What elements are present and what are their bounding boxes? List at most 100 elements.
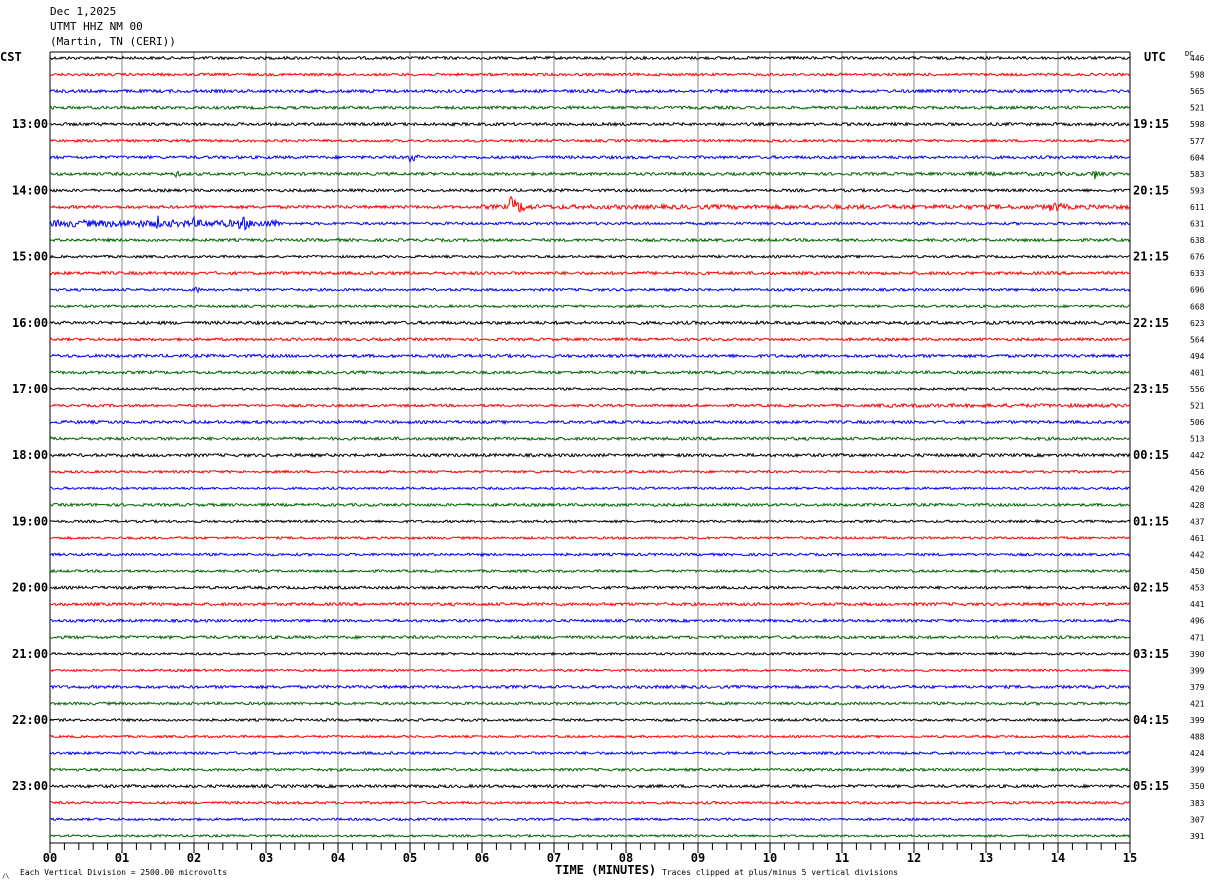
trace-28	[49, 518, 1131, 524]
station-location: (Martin, TN (CERI))	[50, 35, 176, 48]
station-code: UTMT HHZ NM 00	[50, 20, 143, 33]
dc-offset-value: 494	[1190, 352, 1205, 361]
x-tick-label: 12	[907, 851, 921, 865]
dc-offset-value: 521	[1190, 104, 1205, 113]
trace-14	[49, 286, 1131, 294]
x-tick-label: 09	[691, 851, 705, 865]
trace-5	[49, 138, 1131, 144]
cst-hour-label: 21:00	[12, 647, 48, 661]
x-axis-title: TIME (MINUTES)	[555, 863, 656, 877]
trace-27	[49, 502, 1131, 508]
chart-date: Dec 1,2025	[50, 5, 117, 18]
trace-23	[49, 435, 1131, 442]
x-tick-label: 03	[259, 851, 273, 865]
dc-offset-value: 521	[1190, 402, 1205, 411]
dc-offset-value: 442	[1190, 551, 1205, 560]
x-tick-label: 05	[403, 851, 417, 865]
dc-offset-value: 631	[1190, 220, 1205, 229]
dc-offset-value: 633	[1190, 269, 1205, 278]
cst-hour-label: 16:00	[12, 316, 48, 330]
utc-hour-label: 00:15	[1133, 448, 1169, 462]
dc-offset-value: 488	[1190, 733, 1205, 742]
dc-offset-value: 513	[1190, 435, 1205, 444]
trace-36	[49, 651, 1131, 656]
trace-37	[49, 667, 1131, 673]
trace-1	[49, 71, 1131, 78]
trace-31	[49, 568, 1131, 574]
dc-offset-value: 565	[1190, 87, 1205, 96]
dc-offset-value: 696	[1190, 286, 1205, 295]
seismic-traces	[49, 55, 1131, 839]
cst-hour-label: 18:00	[12, 448, 48, 462]
dc-offset-value: 399	[1190, 716, 1205, 725]
dc-offset-value: 471	[1190, 633, 1205, 642]
trace-24	[49, 452, 1131, 459]
utc-hour-label: 21:15	[1133, 250, 1169, 264]
dc-offset-value: 437	[1190, 517, 1205, 526]
utc-hour-label: 05:15	[1133, 779, 1169, 793]
x-tick-label: 14	[1051, 851, 1065, 865]
trace-46	[49, 816, 1131, 822]
utc-hour-label: 23:15	[1133, 382, 1169, 396]
dc-offset-value: 598	[1190, 71, 1205, 80]
dc-offset-value: 379	[1190, 683, 1205, 692]
x-tick-label: 02	[187, 851, 201, 865]
dc-offset-value: 421	[1190, 699, 1205, 708]
utc-hour-label: 01:15	[1133, 514, 1169, 528]
dc-offset-value: 456	[1190, 468, 1205, 477]
dc-offset-value: 668	[1190, 302, 1205, 311]
clip-note: Traces clipped at plus/minus 5 vertical …	[662, 868, 898, 877]
trace-10	[49, 215, 1131, 231]
dc-offset-value: 611	[1190, 203, 1205, 212]
dc-offset-value: 593	[1190, 186, 1205, 195]
trace-44	[49, 783, 1131, 790]
cst-hour-label: 13:00	[12, 117, 48, 131]
dc-offset-value: 399	[1190, 766, 1205, 775]
utc-axis-title: UTC	[1144, 50, 1166, 64]
trace-43	[49, 767, 1131, 773]
dc-offset-value: 564	[1190, 335, 1205, 344]
corner-mark: /\	[2, 873, 10, 880]
dc-offset-value: 401	[1190, 368, 1205, 377]
dc-offset-value: 453	[1190, 584, 1205, 593]
cst-hour-label: 17:00	[12, 382, 48, 396]
cst-hour-label: 15:00	[12, 250, 48, 264]
dc-offset-value: 399	[1190, 666, 1205, 675]
cst-hour-label: 20:00	[12, 581, 48, 595]
trace-30	[49, 551, 1131, 558]
x-tick-label: 15	[1123, 851, 1137, 865]
time-axis: 00 01 02 03 04 05 06 07 08 09 10 11 12 13 14 15	[43, 842, 1137, 865]
dc-offset-value: 446	[1190, 54, 1205, 63]
trace-38	[50, 683, 1131, 690]
trace-40	[49, 717, 1131, 723]
trace-19	[49, 369, 1130, 376]
trace-4	[49, 121, 1130, 128]
trace-47	[49, 833, 1131, 839]
dc-offset-value: 496	[1190, 617, 1205, 626]
trace-13	[49, 270, 1131, 277]
dc-offset-value: 623	[1190, 319, 1205, 328]
trace-18	[49, 352, 1131, 359]
dc-offset-value: 391	[1190, 832, 1205, 841]
trace-25	[49, 469, 1131, 475]
x-tick-label: 01	[115, 851, 129, 865]
x-tick-label: 10	[763, 851, 777, 865]
trace-42	[49, 750, 1131, 756]
trace-34	[49, 618, 1131, 624]
dc-offset-value: 450	[1190, 567, 1205, 576]
utc-hour-label: 04:15	[1133, 713, 1169, 727]
dc-offset-value: 420	[1190, 484, 1205, 493]
trace-39	[49, 700, 1131, 706]
dc-offset-value: 390	[1190, 650, 1205, 659]
dc-offset-value: 638	[1190, 236, 1205, 245]
trace-6	[49, 154, 1131, 164]
trace-35	[49, 634, 1131, 641]
dc-offset-value: 307	[1190, 815, 1205, 824]
trace-9	[49, 195, 1131, 213]
trace-26	[50, 485, 1131, 491]
utc-hour-label: 20:15	[1133, 183, 1169, 197]
dc-offset-value: 441	[1190, 600, 1205, 609]
x-tick-label: 08	[619, 851, 633, 865]
trace-7	[49, 170, 1131, 180]
trace-16	[49, 319, 1131, 326]
